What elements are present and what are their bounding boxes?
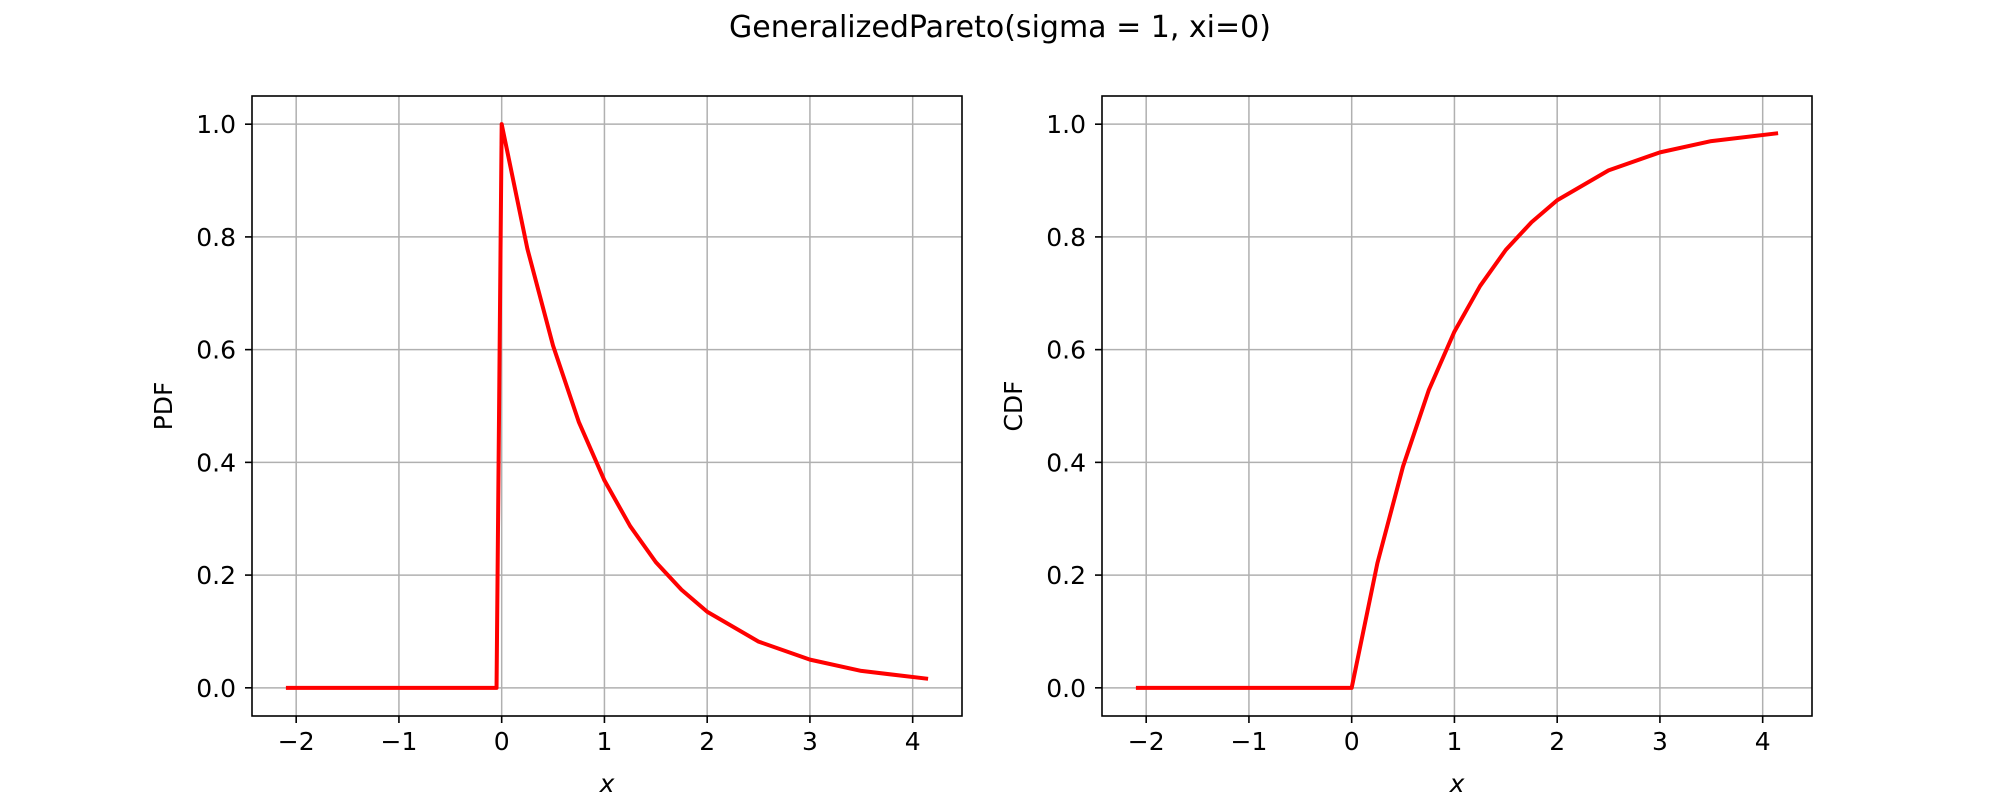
x-tick-label: 0 bbox=[494, 727, 510, 756]
y-tick-label: 0.6 bbox=[196, 336, 236, 365]
x-tick-label: −1 bbox=[381, 727, 418, 756]
x-axis-label: x bbox=[1449, 769, 1465, 798]
series-line-0 bbox=[1135, 131, 1779, 690]
x-tick-label: 1 bbox=[1446, 727, 1462, 756]
x-tick-label: 2 bbox=[699, 727, 715, 756]
x-tick-label: −2 bbox=[278, 727, 315, 756]
y-axis-label: PDF bbox=[149, 382, 178, 431]
y-tick-label: 0.2 bbox=[196, 561, 236, 590]
y-tick-label: 0.4 bbox=[196, 448, 236, 477]
figure-title: GeneralizedPareto(sigma = 1, xi=0) bbox=[729, 10, 1271, 45]
axes-frame bbox=[1101, 95, 1813, 717]
x-tick-label: 3 bbox=[802, 727, 818, 756]
x-tick-label: 3 bbox=[1652, 727, 1668, 756]
x-tick-label: 4 bbox=[1755, 727, 1771, 756]
x-tick-label: 1 bbox=[596, 727, 612, 756]
y-tick-label: 1.0 bbox=[1046, 110, 1086, 139]
y-tick-label: 0.0 bbox=[196, 674, 236, 703]
axes-frame bbox=[251, 95, 963, 717]
x-tick-label: 4 bbox=[905, 727, 921, 756]
x-tick-label: −2 bbox=[1128, 727, 1165, 756]
series-line-0 bbox=[285, 122, 929, 690]
y-axis-label: CDF bbox=[999, 380, 1028, 431]
x-tick-label: 2 bbox=[1549, 727, 1565, 756]
y-tick-label: 0.0 bbox=[1046, 674, 1086, 703]
y-tick-label: 0.2 bbox=[1046, 561, 1086, 590]
y-tick-label: 0.8 bbox=[1046, 223, 1086, 252]
y-tick-label: 0.4 bbox=[1046, 448, 1086, 477]
x-axis-label: x bbox=[599, 769, 615, 798]
y-tick-label: 0.6 bbox=[1046, 336, 1086, 365]
y-tick-label: 1.0 bbox=[196, 110, 236, 139]
x-tick-label: 0 bbox=[1344, 727, 1360, 756]
x-tick-label: −1 bbox=[1231, 727, 1268, 756]
pdf-plot: −2 −1 0 1 2 3 4 0.0 0.2 0.4 0.6 0.8 1.0 x PDF bbox=[149, 95, 963, 798]
y-tick-label: 0.8 bbox=[196, 223, 236, 252]
cdf-plot: −2 −1 0 1 2 3 4 0.0 0.2 0.4 0.6 0.8 1.0 x CDF bbox=[999, 95, 1813, 798]
